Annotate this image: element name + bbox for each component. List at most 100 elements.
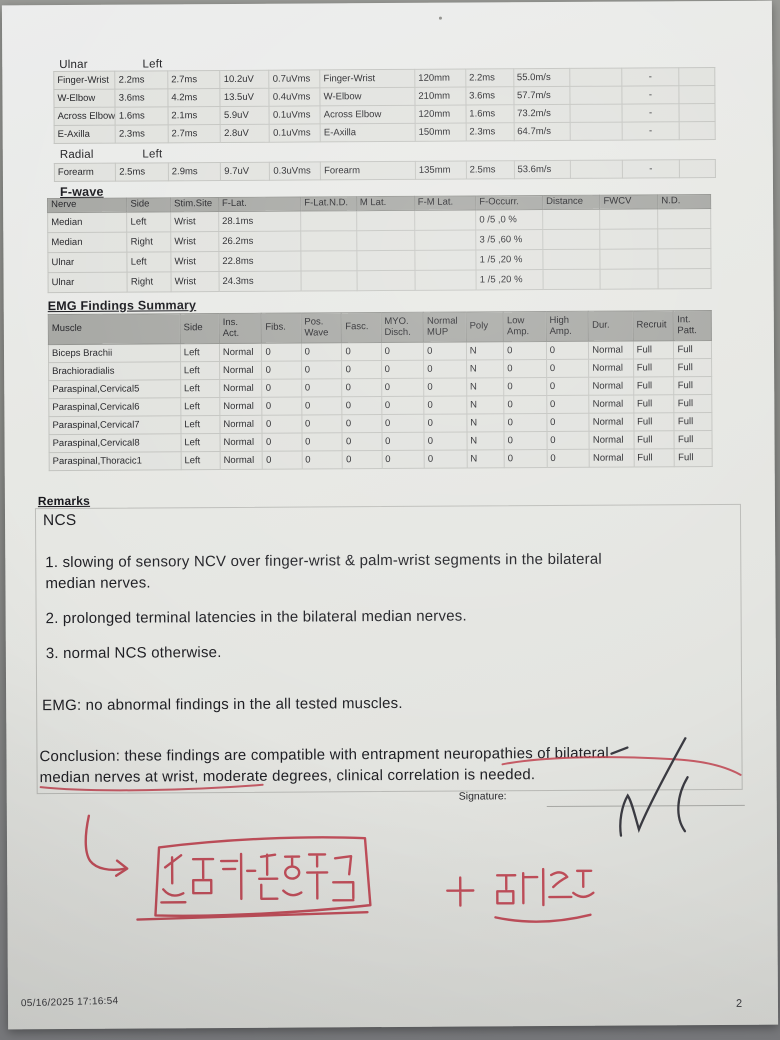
table-cell: 0: [424, 414, 467, 433]
radial-section-label: Radial Left: [60, 148, 163, 161]
table-cell: Normal: [589, 395, 634, 414]
table-cell: E-Axilla: [320, 123, 416, 142]
table-cell: Forearm: [54, 163, 116, 182]
table-cell: Full: [674, 394, 712, 413]
table-cell: 0: [262, 451, 302, 470]
table-cell: [569, 86, 623, 105]
handwritten-signature: [610, 737, 689, 837]
table-cell: 3.6ms: [115, 88, 168, 108]
table-cell: Full: [633, 412, 675, 432]
table-cell: 2.1ms: [167, 106, 221, 125]
table-cell: 0: [423, 360, 467, 379]
table-cell: 2.7ms: [167, 124, 221, 143]
table-cell: Normal: [588, 341, 634, 360]
staple-mark: [438, 16, 442, 20]
table-cell: 1.6ms: [465, 104, 514, 124]
table-cell: [678, 121, 716, 140]
table-cell: [356, 270, 415, 291]
table-cell: Across Elbow: [54, 107, 116, 126]
table-cell: Full: [674, 448, 713, 467]
table-cell: 0: [546, 395, 590, 414]
table-row: Forearm 2.5ms 2.9ms 9.7uV 0.3uVms Forearm 135m…: [54, 159, 716, 182]
table-cell: Left: [180, 379, 220, 398]
table-row: E-Axilla 2.3ms 2.7ms 2.8uV 0.1uVms E-Axilla 15…: [54, 121, 716, 144]
column-header: Dur.: [588, 311, 634, 342]
table-cell: 2.3ms: [115, 124, 169, 144]
column-header: High Amp.: [545, 311, 589, 342]
table-cell: [600, 248, 659, 270]
table-cell: Ulnar: [47, 252, 128, 273]
table-cell: [300, 210, 357, 231]
table-cell: W-Elbow: [320, 87, 415, 106]
page-number: 2: [735, 997, 743, 1010]
table-cell: 1 /5 ,20 %: [476, 249, 544, 270]
table-cell: Full: [633, 340, 675, 360]
table-cell: 0: [342, 378, 382, 397]
table-cell: W-Elbow: [53, 89, 116, 108]
table-cell: Full: [633, 448, 675, 468]
table-cell: 0: [504, 431, 547, 450]
table-cell: Normal: [588, 377, 634, 396]
table-cell: [569, 104, 623, 123]
table-cell: Paraspinal,Cervical8: [49, 433, 181, 453]
table-cell: 0: [301, 360, 343, 380]
column-header: Fasc.: [341, 312, 381, 343]
table-cell: 73.2m/s: [513, 104, 570, 123]
table-cell: Full: [674, 358, 712, 377]
table-cell: 0: [262, 397, 302, 416]
table-cell: 0: [301, 450, 343, 470]
emg-findings-table: Muscle Side Ins. Act. Fibs. Pos. Wave Fasc. MY…: [48, 310, 713, 471]
column-header: F-Occurr.: [475, 195, 543, 210]
table-cell: Normal: [219, 343, 263, 362]
table-cell: Ulnar: [48, 272, 128, 293]
red-handwritten-annotation: [65, 805, 626, 943]
table-cell: [658, 248, 711, 269]
table-cell: [542, 249, 601, 270]
table-cell: [657, 208, 711, 229]
table-cell: Paraspinal,Cervical7: [48, 415, 181, 435]
table-cell: Normal: [219, 433, 263, 452]
table-cell: 0 /5 ,0 %: [475, 209, 543, 230]
table-cell: Left: [180, 433, 220, 452]
column-header: Muscle: [48, 313, 181, 345]
ulnar-section-label: Ulnar Left: [59, 58, 162, 71]
table-cell: Left: [180, 451, 221, 470]
table-cell: Full: [674, 430, 713, 449]
table-cell: Normal: [589, 449, 634, 468]
table-cell: 64.7m/s: [513, 122, 570, 141]
nerve-side: Left: [142, 148, 163, 161]
column-header: Side: [180, 313, 220, 344]
table-cell: Full: [633, 430, 675, 450]
nerve-side: Left: [142, 58, 163, 71]
table-cell: 24.3ms: [218, 270, 302, 292]
table-cell: Wrist: [170, 231, 219, 252]
table-cell: 0: [503, 359, 547, 378]
table-cell: 0: [381, 414, 425, 433]
table-cell: N: [466, 377, 504, 397]
table-cell: 0: [381, 450, 425, 469]
table-cell: Normal: [219, 397, 263, 416]
table-cell: Finger-Wrist: [53, 71, 116, 90]
column-header: N.D.: [657, 194, 711, 209]
table-cell: Normal: [219, 451, 263, 470]
table-cell: 0: [380, 342, 424, 361]
table-cell: -: [622, 159, 680, 179]
table-cell: 1.6ms: [115, 106, 168, 126]
signature-label: Signature:: [458, 790, 507, 803]
table-cell: [356, 210, 415, 231]
table-cell: [542, 209, 601, 230]
table-cell: 0: [301, 414, 343, 434]
table-cell: [658, 268, 712, 289]
table-cell: 150mm: [415, 123, 466, 142]
table-cell: 0: [503, 377, 547, 396]
red-side-annotation: [485, 859, 645, 930]
column-header: F-Lat.N.D.: [300, 196, 357, 211]
table-cell: Wrist: [170, 251, 219, 272]
table-cell: [679, 159, 716, 178]
table-cell: 0: [424, 432, 467, 451]
table-cell: 0.1uVms: [269, 105, 321, 125]
table-cell: Full: [674, 376, 712, 395]
table-cell: 0.3uVms: [269, 161, 321, 181]
table-cell: Left: [180, 397, 220, 416]
